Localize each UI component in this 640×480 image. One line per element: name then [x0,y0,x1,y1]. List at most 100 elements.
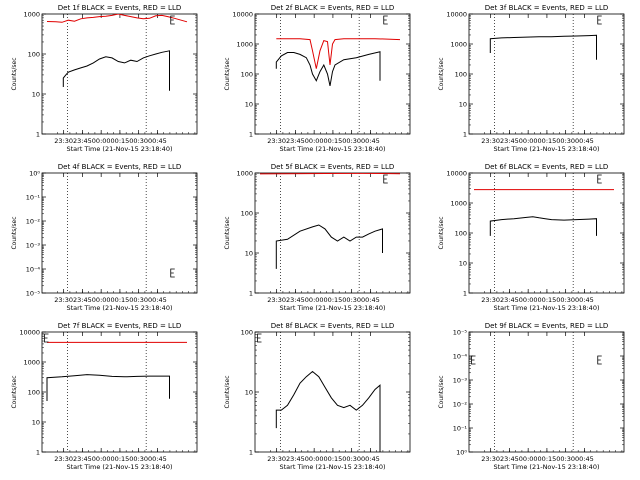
y-tick-label: 10⁻¹ [26,194,41,202]
x-axis-label: Start Time (21-Nov-15 23:18:40) [67,145,173,153]
x-tick-label: 00:30 [556,137,575,145]
e-marker [170,15,175,25]
x-axis-label: Start Time (21-Nov-15 23:18:40) [494,145,600,153]
x-tick-label: 00:45 [361,455,380,463]
plot-frame [41,172,198,294]
x-tick-label: 00:15 [538,296,557,304]
chart-title: Det 4f BLACK = Events, RED = LLD [58,163,181,171]
panel-det-4f: Det 4f BLACK = Events, RED = LLD 10⁻⁵ 10⁻⁴… [11,163,198,312]
x-tick-label: 00:30 [129,296,148,304]
y-tick-label: 10⁻⁵ [453,329,468,337]
x-tick-label: 00:15 [538,455,557,463]
e-marker [471,355,476,365]
panel-det-5f: Det 5f BLACK = Events, RED = LLD 1 10 100 10… [224,163,411,312]
x-tick-label: 00:30 [556,296,575,304]
x-tick-label: 00:45 [575,137,594,145]
y-tick-label: 10⁻² [453,401,468,409]
x-tick-label: 00:30 [556,455,575,463]
y-tick-label: 10⁰ [456,449,467,457]
y-axis-label: Counts/sec [224,375,231,408]
y-tick-label: 10⁰ [29,170,40,178]
chart-title: Det 8f BLACK = Events, RED = LLD [271,322,394,330]
events-series-line [62,50,170,91]
x-tick-label: 00:30 [342,455,361,463]
panel-det-6f: Det 6f BLACK = Events, RED = LLD 1 10 100 10… [438,163,625,312]
y-tick-label: 1 [463,131,467,139]
y-tick-label: 10 [245,250,253,258]
x-tick-label: 23:45 [500,137,519,145]
x-tick-label: 00:15 [538,137,557,145]
y-tick-label: 1000 [236,170,253,178]
x-axis-label: Start Time (21-Nov-15 23:18:40) [280,304,386,312]
e-marker [383,15,388,25]
x-tick-label: 23:30 [54,137,73,145]
y-axis-label: Counts/sec [224,57,231,90]
x-tick-label: 00:15 [111,137,130,145]
x-tick-label: 00:00 [519,455,538,463]
events-series-line [46,374,170,401]
x-tick-label: 23:45 [73,455,92,463]
x-tick-label: 23:45 [73,137,92,145]
y-tick-label: 1000 [23,11,40,19]
x-tick-label: 00:45 [361,137,380,145]
x-tick-label: 23:30 [54,455,73,463]
chart-title: Det 6f BLACK = Events, RED = LLD [485,163,608,171]
x-tick-label: 23:30 [267,296,286,304]
y-tick-label: 10⁻⁵ [26,290,41,298]
x-tick-label: 00:00 [92,296,111,304]
y-tick-label: 10 [245,389,253,397]
y-tick-label: 1000 [450,41,467,49]
y-tick-label: 10000 [19,329,40,337]
x-tick-label: 00:45 [575,455,594,463]
x-tick-label: 00:15 [111,296,130,304]
plot-frame [254,331,411,453]
panel-det-1f: Det 1f BLACK = Events, RED = LLD 1 10 100 10… [11,4,198,153]
panel-det-8f: Det 8f BLACK = Events, RED = LLD 1 10 100 Co… [224,322,411,471]
x-tick-label: 23:30 [267,137,286,145]
x-tick-label: 00:15 [111,455,130,463]
y-axis-label: Counts/sec [11,375,18,408]
y-tick-label: 100 [28,389,40,397]
x-tick-label: 23:30 [481,137,500,145]
y-tick-label: 10000 [446,170,467,178]
y-axis-label: Counts/sec [224,216,231,249]
y-tick-label: 10⁻³ [26,242,41,250]
events-series-line [489,34,597,60]
x-axis-label: Start Time (21-Nov-15 23:18:40) [67,463,173,471]
y-tick-label: 100 [28,51,40,59]
y-axis-label: Counts/sec [438,57,445,90]
x-axis-label: Start Time (21-Nov-15 23:18:40) [67,304,173,312]
e-marker [44,333,49,343]
x-tick-label: 00:15 [324,296,343,304]
y-tick-label: 10⁻⁴ [26,266,41,274]
chart-title: Det 5f BLACK = Events, RED = LLD [271,163,394,171]
e-marker [597,355,602,365]
x-tick-label: 00:15 [324,455,343,463]
x-axis-label: Start Time (21-Nov-15 23:18:40) [280,463,386,471]
y-tick-label: 10 [245,101,253,109]
plot-frame [41,13,198,135]
y-axis-label: Counts/sec [438,216,445,249]
chart-title: Det 1f BLACK = Events, RED = LLD [58,4,181,12]
y-tick-label: 1000 [450,200,467,208]
events-series-line [489,216,597,236]
y-tick-label: 100 [241,329,253,337]
x-tick-label: 00:00 [305,137,324,145]
x-tick-label: 23:45 [286,455,305,463]
plot-frame [254,172,411,294]
x-tick-label: 23:45 [500,296,519,304]
y-tick-label: 1 [249,449,253,457]
events-series-line [275,51,381,87]
y-tick-label: 1000 [23,359,40,367]
y-tick-label: 100 [455,71,467,79]
plot-frame [468,13,625,135]
y-tick-label: 1 [463,290,467,298]
lld-series-line [259,173,401,175]
x-tick-label: 00:00 [519,296,538,304]
y-tick-label: 10⁻² [26,218,41,226]
x-tick-label: 00:30 [129,455,148,463]
y-tick-label: 10⁻¹ [453,425,468,433]
y-axis-label: Counts/sec [11,216,18,249]
x-tick-label: 00:45 [148,296,167,304]
